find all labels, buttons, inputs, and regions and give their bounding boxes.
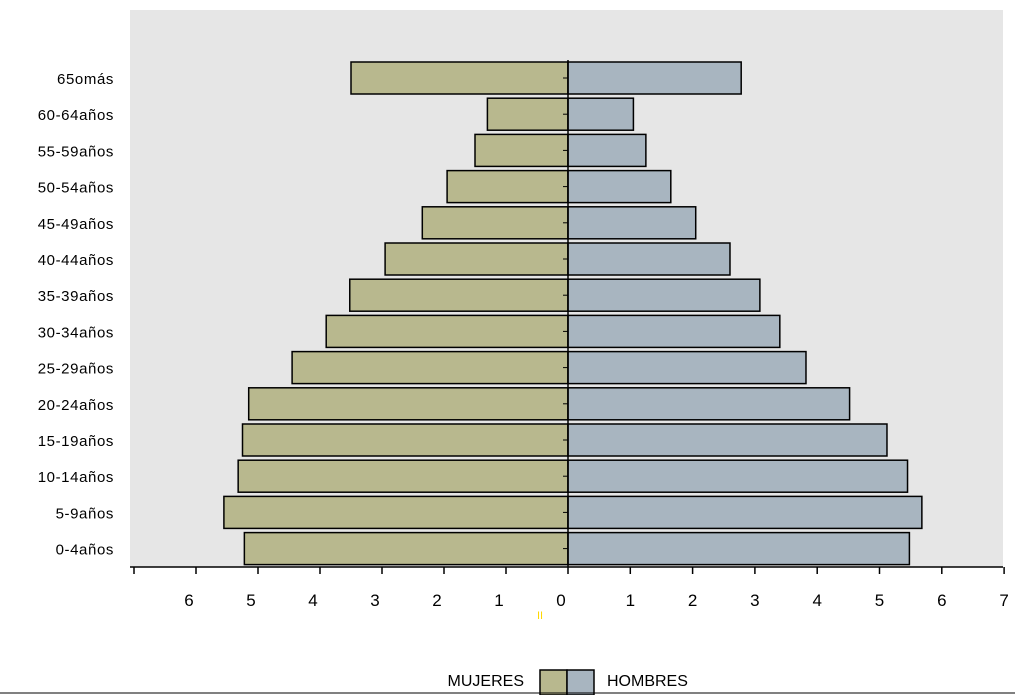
x-tick-label: 1 xyxy=(626,591,635,610)
bar-hombres xyxy=(567,169,672,204)
x-tick-label: 6 xyxy=(937,591,946,610)
age-group-label: 15-19años xyxy=(38,433,114,450)
age-group-label: 10-14años xyxy=(38,469,114,486)
bar-hombres xyxy=(567,314,781,349)
bar-hombres xyxy=(567,350,807,385)
bar-mujeres xyxy=(291,350,569,385)
x-tick-label: 5 xyxy=(246,591,255,610)
bar-mujeres xyxy=(349,278,569,312)
bar-mujeres xyxy=(486,97,569,131)
bar-mujeres xyxy=(247,387,569,421)
bar-hombres xyxy=(567,459,909,493)
x-tick-label: 2 xyxy=(432,591,441,610)
legend-swatch-mujeres xyxy=(539,669,568,695)
x-tick-label: 2 xyxy=(688,591,697,610)
age-group-label: 5-9años xyxy=(56,505,114,522)
legend: MUJERES HOMBRES xyxy=(448,669,688,695)
bar-mujeres xyxy=(350,61,569,95)
bar-hombres xyxy=(567,387,851,421)
bar-mujeres xyxy=(223,495,569,530)
bar-hombres xyxy=(567,423,888,457)
legend-label-mujeres: MUJERES xyxy=(448,673,524,690)
x-tick-label: 4 xyxy=(812,591,821,610)
legend-swatch-hombres xyxy=(566,669,595,695)
bar-mujeres xyxy=(384,242,569,276)
age-group-label: 55-59años xyxy=(38,143,114,160)
bar-hombres xyxy=(567,61,742,95)
bar-mujeres xyxy=(421,206,569,240)
legend-label-hombres: HOMBRES xyxy=(607,673,688,690)
age-group-label: 35-39años xyxy=(38,288,114,305)
bar-mujeres xyxy=(241,423,569,457)
x-tick-label: 5 xyxy=(875,591,884,610)
age-group-label: 45-49años xyxy=(38,216,114,233)
x-tick-label: 3 xyxy=(370,591,379,610)
age-group-label: 40-44años xyxy=(38,252,114,269)
x-tick-label: 3 xyxy=(750,591,759,610)
age-group-label: 0-4años xyxy=(56,542,114,559)
bar-hombres xyxy=(567,495,923,530)
age-group-label: 60-64años xyxy=(38,107,114,124)
center-mark: II xyxy=(537,610,543,622)
age-group-label: 30-34años xyxy=(38,324,114,341)
x-tick-label: 4 xyxy=(308,591,317,610)
age-group-label: 25-29años xyxy=(38,361,114,378)
bar-mujeres xyxy=(474,133,569,168)
age-group-label: 65omás xyxy=(57,71,114,88)
age-group-labels: 65omás 60-64años 55-59años 50-54años 45-49añ… xyxy=(38,71,114,559)
bar-mujeres xyxy=(237,459,569,493)
x-tick-label: 7 xyxy=(999,591,1008,610)
age-group-label: 50-54años xyxy=(38,180,114,197)
bar-hombres xyxy=(567,206,697,240)
x-tick-label: 0 xyxy=(556,591,565,610)
bar-hombres xyxy=(567,531,911,566)
bar-mujeres xyxy=(243,531,569,566)
bar-mujeres xyxy=(325,314,569,349)
x-tick-label: 6 xyxy=(184,591,193,610)
bar-hombres xyxy=(567,133,647,168)
x-tick-label: 1 xyxy=(494,591,503,610)
mujeres-bars xyxy=(223,61,569,566)
bar-mujeres xyxy=(446,169,569,204)
x-axis: 6 5 4 3 2 1 0 1 2 3 4 5 6 7 xyxy=(130,60,1009,610)
bar-hombres xyxy=(567,278,761,312)
bar-hombres xyxy=(567,242,731,276)
age-group-label: 20-24años xyxy=(38,397,114,414)
bar-hombres xyxy=(567,97,635,131)
